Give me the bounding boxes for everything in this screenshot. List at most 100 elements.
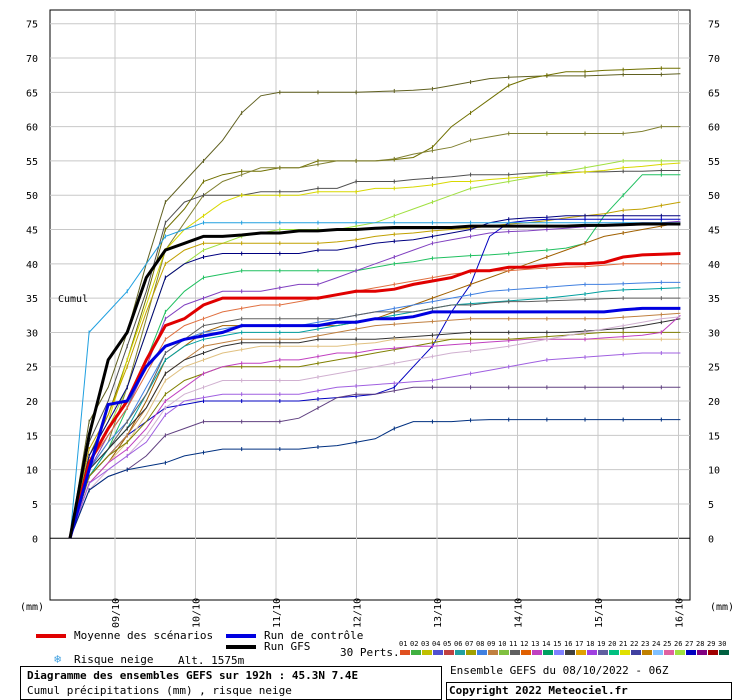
unit-label-right: (mm) <box>710 602 734 613</box>
y-tick-label-right: 55 <box>708 157 720 168</box>
pert-number: 11 <box>509 640 518 648</box>
y-tick-label-right: 15 <box>708 431 720 442</box>
series-line <box>69 352 681 539</box>
pert-number: 29 <box>707 640 716 648</box>
pert-number: 02 <box>410 640 419 648</box>
y-tick-label-left: 55 <box>26 157 38 168</box>
series-line <box>69 318 681 539</box>
legend-control-label: Run de contrôle <box>264 629 364 642</box>
series-line <box>69 297 681 539</box>
pert-swatch <box>499 650 509 655</box>
y-tick-label-right: 35 <box>708 294 720 305</box>
pert-number: 22 <box>630 640 639 648</box>
x-tick-label: 11/10 <box>272 598 283 628</box>
pert-number: 18 <box>586 640 595 648</box>
series-line <box>68 222 681 539</box>
run-info: Ensemble GEFS du 08/10/2022 - 06Z <box>450 664 669 677</box>
pert-number: 30 <box>718 640 727 648</box>
y-tick-label-right: 60 <box>708 123 720 134</box>
series-line <box>68 306 681 539</box>
pert-number: 07 <box>465 640 474 648</box>
pert-number: 26 <box>674 640 683 648</box>
y-tick-label-left: 0 <box>32 534 38 545</box>
pert-number: 14 <box>542 640 551 648</box>
y-tick-label-left: 65 <box>26 88 38 99</box>
pert-swatch <box>598 650 608 655</box>
x-tick-label: 10/10 <box>192 598 203 628</box>
y-tick-label-left: 60 <box>26 123 38 134</box>
pert-number: 28 <box>696 640 705 648</box>
pert-number: 04 <box>432 640 441 648</box>
y-axis-right: 0 5 10 15 20 25 30 35 40 45 50 55 60 65 70 75 <box>708 20 720 546</box>
pert-swatch <box>477 650 487 655</box>
pert-swatch <box>554 650 564 655</box>
series-line <box>69 263 681 539</box>
pert-swatch <box>400 650 410 655</box>
x-tick-label: 12/10 <box>353 598 364 628</box>
legend-control-swatch <box>226 634 256 638</box>
y-tick-label-left: 70 <box>26 54 38 65</box>
y-tick-label-left: 10 <box>26 466 38 477</box>
copyright-box: Copyright 2022 Meteociel.fr <box>446 682 732 700</box>
snowflake-icon: ❄ <box>54 652 62 666</box>
pert-number: 21 <box>619 640 628 648</box>
pert-number: 16 <box>564 640 573 648</box>
x-tick-label: 09/10 <box>111 598 122 628</box>
pert-swatch <box>510 650 520 655</box>
pert-number: 12 <box>520 640 529 648</box>
perts-label: 30 Perts. <box>340 646 400 659</box>
y-tick-label-left: 20 <box>26 397 38 408</box>
y-tick-label-right: 40 <box>708 260 720 271</box>
pert-swatch <box>620 650 630 655</box>
pert-swatch <box>532 650 542 655</box>
pert-swatch <box>631 650 641 655</box>
y-tick-label-left: 45 <box>26 226 38 237</box>
pert-swatch <box>565 650 575 655</box>
y-tick-label-left: 35 <box>26 294 38 305</box>
y-tick-label-left: 30 <box>26 328 38 339</box>
series-line <box>69 162 681 539</box>
series-group <box>68 66 681 539</box>
y-tick-label-left: 75 <box>26 20 38 31</box>
pert-swatch <box>587 650 597 655</box>
pert-number: 13 <box>531 640 540 648</box>
pert-swatch <box>675 650 685 655</box>
pert-swatch <box>455 650 465 655</box>
pert-number: 25 <box>663 640 672 648</box>
pert-number: 10 <box>498 640 507 648</box>
legend-gfs-swatch <box>226 645 256 649</box>
pert-number: 08 <box>476 640 485 648</box>
pert-swatch <box>708 650 718 655</box>
y-tick-label-left: 5 <box>32 500 38 511</box>
legend-mean-swatch <box>36 634 66 638</box>
pert-swatch <box>686 650 696 655</box>
y-tick-label-right: 65 <box>708 88 720 99</box>
series-line <box>69 222 681 539</box>
pert-swatch <box>411 650 421 655</box>
copyright: Copyright 2022 Meteociel.fr <box>449 684 628 697</box>
pert-swatch <box>719 650 729 655</box>
y-tick-label-right: 70 <box>708 54 720 65</box>
pert-number: 06 <box>454 640 463 648</box>
y-axis-title: Cumul <box>58 294 88 305</box>
x-tick-label: 16/10 <box>675 598 686 628</box>
pert-number: 24 <box>652 640 661 648</box>
legend-mean-label: Moyenne des scénarios <box>74 629 214 642</box>
y-tick-label-left: 40 <box>26 260 38 271</box>
y-tick-label-left: 25 <box>26 363 38 374</box>
plot-frame <box>49 9 691 601</box>
pert-swatch <box>653 650 663 655</box>
series-line <box>69 220 681 539</box>
y-tick-label-left: 15 <box>26 431 38 442</box>
y-tick-label-right: 5 <box>708 500 714 511</box>
pert-number: 23 <box>641 640 650 648</box>
pert-number: 15 <box>553 640 562 648</box>
pert-swatch <box>433 650 443 655</box>
x-tick-label: 14/10 <box>514 598 525 628</box>
altitude-label: Alt. 1575m <box>178 654 245 667</box>
pert-number: 20 <box>608 640 617 648</box>
series-line <box>69 174 681 539</box>
pert-number: 03 <box>421 640 430 648</box>
unit-label-left: (mm) <box>20 602 44 613</box>
y-axis-left: 0 5 10 15 20 25 30 35 40 45 50 55 60 65 70 75 <box>26 20 38 546</box>
